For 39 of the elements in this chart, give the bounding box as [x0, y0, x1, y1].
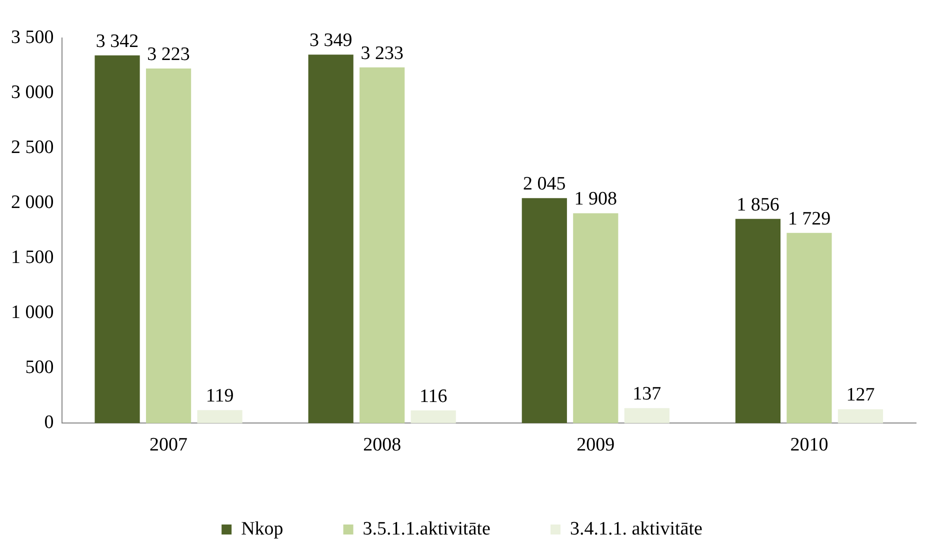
bar — [410, 410, 456, 424]
bar — [522, 198, 567, 424]
legend-label: 3.4.1.1. aktivitāte — [570, 518, 702, 540]
x-tick-label: 2008 — [363, 434, 402, 456]
x-tick-label: 2007 — [150, 434, 188, 456]
data-label: 119 — [206, 386, 234, 407]
data-label: 1 856 — [736, 194, 780, 216]
data-label: 1 729 — [788, 208, 831, 230]
bar — [360, 67, 405, 424]
y-tick-label: 3 000 — [11, 82, 54, 104]
y-tick-label: 0 — [44, 412, 54, 434]
data-label: 137 — [632, 384, 662, 405]
bar — [197, 410, 242, 424]
data-label: 3 223 — [147, 44, 190, 65]
bar — [735, 218, 781, 424]
bar — [786, 232, 832, 424]
y-tick-label: 1 000 — [11, 302, 54, 324]
bar — [94, 55, 140, 424]
y-tick-label: 3 500 — [11, 26, 54, 48]
legend-label: 3.5.1.1.aktivitāte — [362, 518, 490, 540]
data-label: 127 — [846, 384, 875, 406]
y-tick-label: 1 500 — [11, 247, 54, 268]
data-label: 3 233 — [360, 42, 404, 64]
data-label: 3 349 — [309, 30, 352, 52]
bar — [146, 68, 192, 424]
x-tick-label: 2009 — [576, 434, 615, 456]
data-label: 1 908 — [574, 188, 618, 210]
data-label: 3 342 — [96, 30, 139, 52]
bar — [624, 408, 670, 424]
bar — [838, 409, 884, 424]
legend-label: Nkop — [241, 518, 284, 540]
y-tick-label: 500 — [25, 357, 54, 378]
y-tick-label: 2 000 — [11, 192, 54, 214]
data-label: 2 045 — [523, 174, 566, 195]
bar — [573, 213, 618, 424]
data-label: 116 — [419, 386, 448, 407]
y-tick-label: 2 500 — [11, 137, 54, 158]
bar — [308, 54, 354, 424]
x-tick-label: 2010 — [790, 434, 828, 456]
